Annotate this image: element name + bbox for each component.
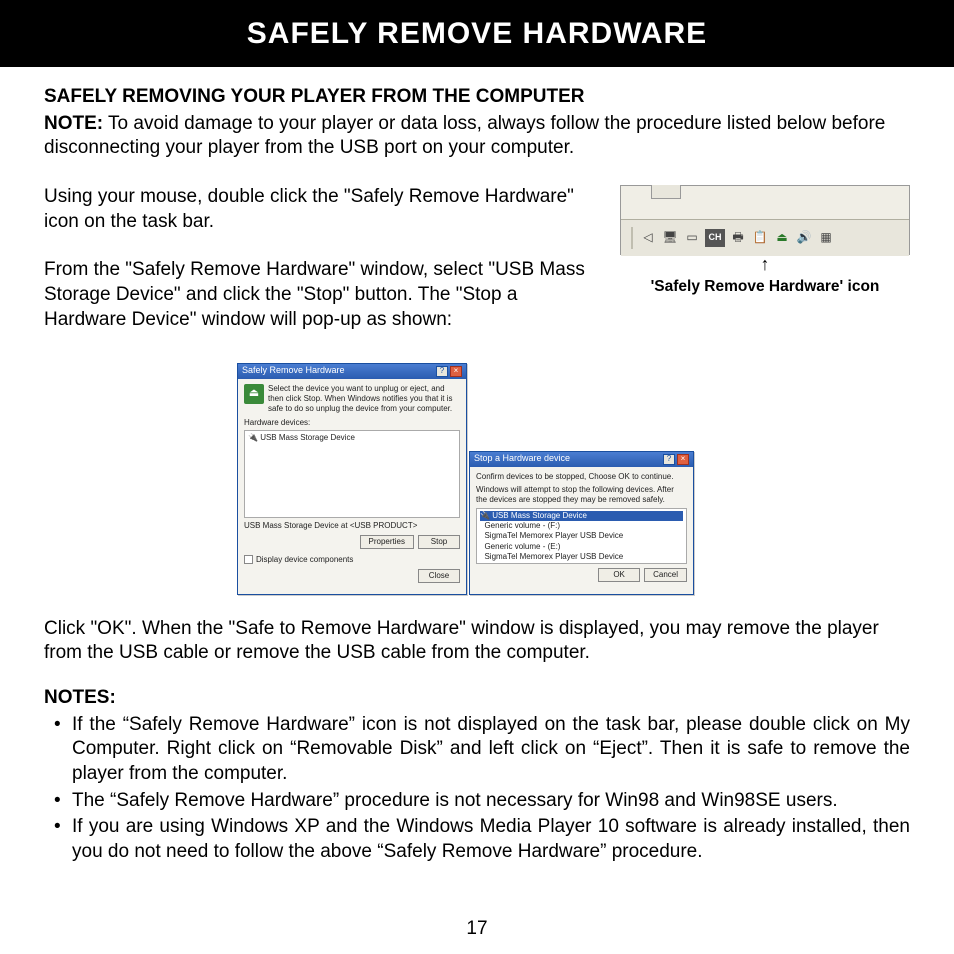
tray-printer-icon: 🖶 bbox=[729, 229, 747, 247]
dialog1-stop-button[interactable]: Stop bbox=[418, 535, 460, 549]
dialog1-help-button[interactable]: ? bbox=[436, 366, 448, 377]
page-header: SAFELY REMOVE HARDWARE bbox=[0, 0, 954, 67]
dialog2-item-4[interactable]: SigmaTel Memorex Player USB Device bbox=[480, 552, 683, 562]
tray-arrow-icon: ◁ bbox=[639, 229, 657, 247]
dialog2-close-button[interactable]: × bbox=[677, 454, 689, 465]
dialog1-title: Safely Remove Hardware bbox=[242, 365, 345, 377]
note-text: To avoid damage to your player or data l… bbox=[44, 113, 885, 159]
dialog2-help-button[interactable]: ? bbox=[663, 454, 675, 465]
paragraph-1: Using your mouse, double click the "Safe… bbox=[44, 185, 600, 234]
dialog2-cancel-button[interactable]: Cancel bbox=[644, 568, 687, 582]
tray-volume-icon: 🔊 bbox=[795, 229, 813, 247]
dialog1-checkbox-row[interactable]: Display device components bbox=[244, 555, 460, 565]
note-item-1: If the “Safely Remove Hardware” icon is … bbox=[44, 713, 910, 787]
dialog1-close-btn[interactable]: Close bbox=[418, 569, 460, 583]
notes-list: If the “Safely Remove Hardware” icon is … bbox=[44, 713, 910, 865]
page-number: 17 bbox=[0, 917, 954, 942]
content-area: SAFELY REMOVING YOUR PLAYER FROM THE COM… bbox=[0, 67, 954, 865]
dialog-stop-device: Stop a Hardware device ? × Confirm devic… bbox=[469, 451, 694, 595]
dialog2-ok-button[interactable]: OK bbox=[598, 568, 640, 582]
notes-heading: NOTES: bbox=[44, 686, 910, 711]
tray-monitor-icon: 🖥 bbox=[661, 229, 679, 247]
dialog1-body: ⏏ Select the device you want to unplug o… bbox=[238, 379, 466, 588]
dialog2-item-2[interactable]: SigmaTel Memorex Player USB Device bbox=[480, 531, 683, 541]
tray-ch-icon: CH bbox=[705, 229, 725, 247]
dialog1-titlebar: Safely Remove Hardware ? × bbox=[238, 364, 466, 379]
dialog-screenshots: Safely Remove Hardware ? × ⏏ Select the … bbox=[237, 363, 717, 603]
dialog1-properties-button[interactable]: Properties bbox=[360, 535, 414, 549]
note-label: NOTE: bbox=[44, 113, 103, 134]
dialog2-titlebar: Stop a Hardware device ? × bbox=[470, 452, 693, 467]
tray-window-icon: ▭ bbox=[683, 229, 701, 247]
tray-misc-icon: ▦ bbox=[817, 229, 835, 247]
dialog1-device-list[interactable]: 🔌 USB Mass Storage Device bbox=[244, 430, 460, 518]
tray-separator bbox=[631, 227, 633, 249]
dialog1-device-item[interactable]: 🔌 USB Mass Storage Device bbox=[248, 433, 456, 443]
note-paragraph: NOTE: To avoid damage to your player or … bbox=[44, 112, 910, 161]
dialog2-body: Confirm devices to be stopped, Choose OK… bbox=[470, 467, 693, 587]
dialog1-checkbox-label: Display device components bbox=[256, 555, 353, 565]
paragraph-3: Click "OK". When the "Safe to Remove Har… bbox=[44, 617, 910, 666]
pointer-arrow-icon: ↑ bbox=[620, 257, 910, 271]
dialog1-instruction-row: ⏏ Select the device you want to unplug o… bbox=[244, 384, 460, 414]
paragraph-2: From the "Safely Remove Hardware" window… bbox=[44, 258, 600, 332]
dialog2-line1: Confirm devices to be stopped, Choose OK… bbox=[476, 472, 687, 482]
dialog2-device-list[interactable]: 🔌 USB Mass Storage Device Generic volume… bbox=[476, 508, 687, 564]
note-item-3: If you are using Windows XP and the Wind… bbox=[44, 815, 910, 864]
section-subtitle: SAFELY REMOVING YOUR PLAYER FROM THE COM… bbox=[44, 85, 910, 110]
dialog-safely-remove: Safely Remove Hardware ? × ⏏ Select the … bbox=[237, 363, 467, 595]
dialog1-close-button[interactable]: × bbox=[450, 366, 462, 377]
instructions-row: Using your mouse, double click the "Safe… bbox=[44, 185, 910, 356]
instructions-text: Using your mouse, double click the "Safe… bbox=[44, 185, 600, 356]
taskbar-top-strip bbox=[621, 186, 909, 220]
system-tray: ◁ 🖥 ▭ CH 🖶 📋 ⏏ 🔊 ▦ bbox=[621, 220, 909, 256]
tray-safely-remove-icon: ⏏ bbox=[773, 229, 791, 247]
dialog2-title: Stop a Hardware device bbox=[474, 453, 570, 465]
dialog2-item-3[interactable]: Generic volume - (E:) bbox=[480, 542, 683, 552]
dialog2-line2: Windows will attempt to stop the followi… bbox=[476, 485, 687, 505]
taskbar-figure: ◁ 🖥 ▭ CH 🖶 📋 ⏏ 🔊 ▦ ↑ 'Safely Remove Hard… bbox=[620, 185, 910, 356]
note-item-2: The “Safely Remove Hardware” procedure i… bbox=[44, 789, 910, 814]
dialog1-devices-label: Hardware devices: bbox=[244, 418, 460, 428]
dialog1-checkbox[interactable] bbox=[244, 555, 253, 564]
taskbar-tab-fragment bbox=[651, 185, 681, 199]
taskbar-mock: ◁ 🖥 ▭ CH 🖶 📋 ⏏ 🔊 ▦ bbox=[620, 185, 910, 255]
dialog2-item-1[interactable]: Generic volume - (F:) bbox=[480, 521, 683, 531]
dialog1-eject-icon: ⏏ bbox=[244, 384, 264, 404]
dialog1-instruction: Select the device you want to unplug or … bbox=[268, 384, 460, 414]
dialog2-item-0[interactable]: 🔌 USB Mass Storage Device bbox=[480, 511, 683, 521]
dialog1-location: USB Mass Storage Device at <USB PRODUCT> bbox=[244, 521, 460, 531]
tray-clipboard-icon: 📋 bbox=[751, 229, 769, 247]
taskbar-caption: 'Safely Remove Hardware' icon bbox=[620, 277, 910, 297]
